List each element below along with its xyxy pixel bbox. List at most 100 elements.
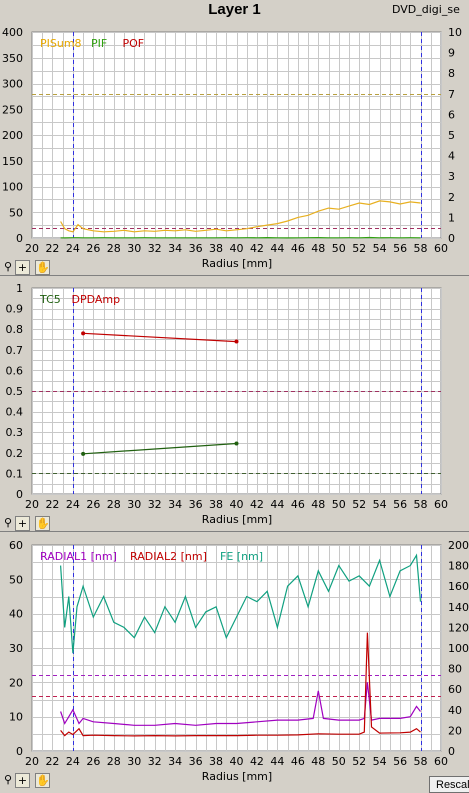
data-point: [234, 441, 239, 446]
file-name: DVD_digi_se: [392, 3, 460, 16]
x-tick-label: 60: [434, 498, 448, 511]
plus-icon[interactable]: +: [15, 260, 30, 275]
y-tick-label: 30: [9, 642, 23, 655]
y-tick-label: 50: [9, 573, 23, 586]
y2-tick-label: 60: [448, 683, 462, 696]
y-tick-label: 1: [16, 282, 23, 295]
hand-icon[interactable]: ✋: [35, 773, 50, 788]
rescale-button[interactable]: Rescal: [429, 776, 469, 793]
x-tick-label: 40: [230, 242, 244, 255]
y-tick-label: 350: [2, 52, 23, 65]
legend-entry: RADIAL1 [nm]: [40, 550, 117, 563]
x-tick-label: 50: [332, 755, 346, 768]
y2-tick-label: 120: [448, 621, 469, 634]
x-tick-label: 32: [148, 755, 162, 768]
legend-entry: POF: [123, 37, 145, 50]
x-tick-label: 58: [414, 755, 428, 768]
x-tick-label: 46: [291, 498, 305, 511]
y-tick-label: 200: [2, 129, 23, 142]
x-tick-label: 48: [311, 755, 325, 768]
x-tick-label: 52: [352, 755, 366, 768]
x-tick-label: 56: [393, 498, 407, 511]
series-line: [60, 553, 422, 654]
radial-chart: 0102030405060020406080100120140160180200…: [9, 539, 469, 783]
x-tick-label: 56: [393, 242, 407, 255]
y2-tick-label: 9: [448, 47, 455, 60]
series-line: [83, 332, 237, 343]
x-tick-label: 50: [332, 498, 346, 511]
legend-entry: PISum8: [40, 37, 82, 50]
y-tick-label: 250: [2, 103, 23, 116]
y2-tick-label: 0: [448, 745, 455, 758]
x-tick-label: 34: [168, 242, 182, 255]
legend-entry: PIF: [91, 37, 107, 50]
y2-tick-label: 160: [448, 580, 469, 593]
y2-tick-label: 140: [448, 601, 469, 614]
y2-tick-label: 6: [448, 108, 455, 121]
legend-entry: FE [nm]: [220, 550, 263, 563]
y2-tick-label: 4: [448, 150, 455, 163]
y2-tick-label: 7: [448, 88, 455, 101]
x-tick-label: 24: [66, 498, 80, 511]
y2-tick-label: 20: [448, 724, 462, 737]
plus-icon[interactable]: +: [15, 516, 30, 531]
x-tick-label: 52: [352, 498, 366, 511]
y-tick-label: 0: [16, 232, 23, 245]
x-tick-label: 54: [373, 755, 387, 768]
hand-icon[interactable]: ✋: [35, 516, 50, 531]
y-tick-label: 0.4: [6, 406, 24, 419]
y-tick-label: 0.1: [6, 467, 24, 480]
data-point: [81, 331, 86, 336]
x-tick-label: 40: [230, 755, 244, 768]
grid: [32, 32, 442, 239]
x-tick-label: 28: [107, 498, 121, 511]
y-tick-label: 0.7: [6, 344, 24, 357]
x-tick-label: 30: [127, 755, 141, 768]
hand-icon[interactable]: ✋: [35, 260, 50, 275]
x-tick-label: 60: [434, 755, 448, 768]
series-line: [83, 442, 237, 455]
y2-tick-label: 3: [448, 170, 455, 183]
x-tick-label: 56: [393, 755, 407, 768]
x-tick-label: 38: [209, 242, 223, 255]
magnifier-icon[interactable]: ⚲: [3, 260, 13, 273]
y2-tick-label: 2: [448, 191, 455, 204]
x-tick-label: 26: [86, 755, 100, 768]
x-tick-label: 24: [66, 755, 80, 768]
x-tick-label: 28: [107, 242, 121, 255]
x-tick-label: 58: [414, 498, 428, 511]
y2-tick-label: 40: [448, 704, 462, 717]
y-tick-label: 50: [9, 206, 23, 219]
y-tick-label: 0.5: [6, 385, 24, 398]
x-tick-label: 58: [414, 242, 428, 255]
series-line: [60, 632, 421, 737]
x-tick-label: 44: [270, 755, 284, 768]
magnifier-icon[interactable]: ⚲: [3, 773, 13, 786]
legend-entry: TC5: [39, 293, 61, 306]
x-tick-label: 32: [148, 498, 162, 511]
x-tick-label: 20: [25, 242, 39, 255]
x-tick-label: 40: [230, 498, 244, 511]
plus-icon[interactable]: +: [15, 773, 30, 788]
x-tick-label: 22: [45, 242, 59, 255]
chart-title: Layer 1: [208, 1, 261, 18]
x-tick-label: 50: [332, 242, 346, 255]
x-tick-label: 22: [45, 498, 59, 511]
x-tick-label: 32: [148, 242, 162, 255]
y-tick-label: 0.3: [6, 426, 24, 439]
magnifier-icon[interactable]: ⚲: [3, 516, 13, 529]
x-tick-label: 30: [127, 242, 141, 255]
x-tick-label: 42: [250, 242, 264, 255]
x-tick-label: 38: [209, 755, 223, 768]
x-tick-label: 54: [373, 242, 387, 255]
series-line: [60, 682, 421, 726]
data-point: [81, 451, 86, 456]
y2-tick-label: 200: [448, 539, 469, 552]
x-tick-label: 60: [434, 242, 448, 255]
y-tick-label: 20: [9, 676, 23, 689]
y2-tick-label: 100: [448, 642, 469, 655]
y-tick-label: 0.2: [6, 447, 24, 460]
x-tick-label: 44: [270, 498, 284, 511]
x-tick-label: 28: [107, 755, 121, 768]
